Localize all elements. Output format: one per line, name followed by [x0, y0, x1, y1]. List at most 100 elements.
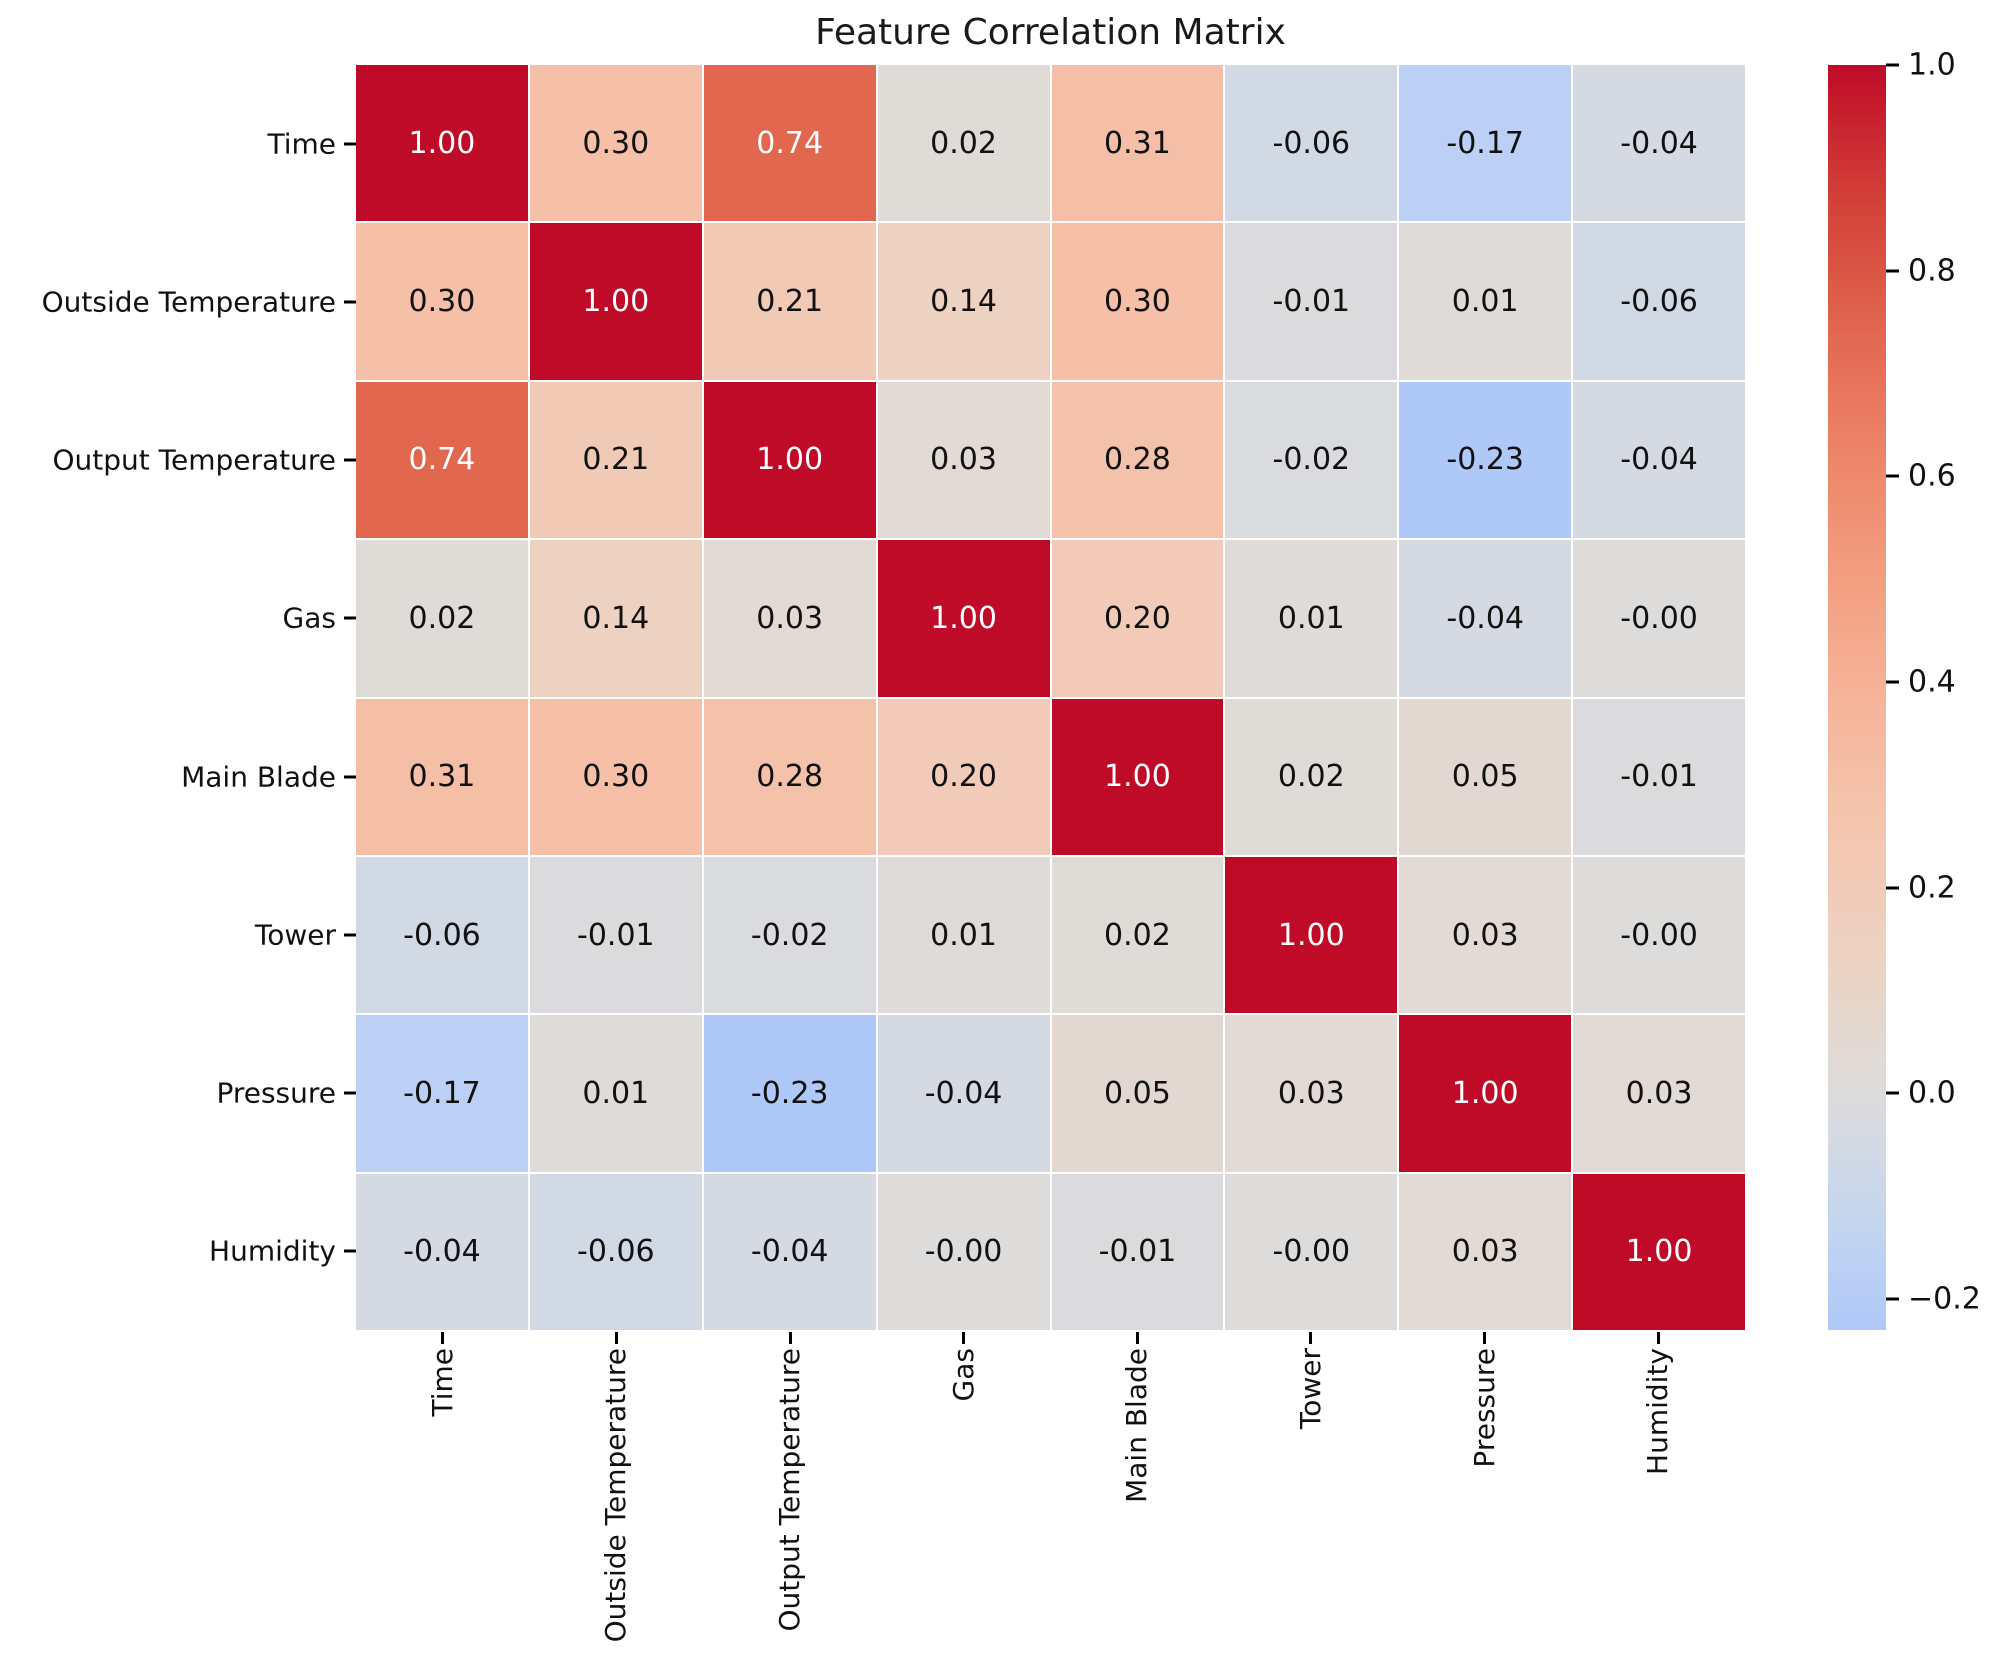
- heatmap-cell: -0.01: [1573, 698, 1745, 855]
- x-axis-label: Tower: [1293, 1348, 1327, 1430]
- y-axis-label: Outside Temperature: [41, 285, 336, 319]
- heatmap-cell: -0.17: [356, 1015, 528, 1172]
- heatmap-cell: 0.28: [703, 698, 876, 855]
- x-axis-label: Output Temperature: [773, 1348, 807, 1632]
- heatmap-cell: 0.02: [1225, 698, 1398, 855]
- y-axis-label: Output Temperature: [52, 443, 336, 477]
- heatmap-cell: 0.03: [1225, 1015, 1398, 1172]
- y-tick-mark: [344, 1249, 356, 1253]
- x-axis-label: Time: [425, 1348, 459, 1417]
- heatmap-cell: 0.01: [1225, 540, 1398, 697]
- y-tick-mark: [344, 142, 356, 146]
- heatmap-cell: 1.00: [529, 223, 702, 380]
- colorbar-tick-mark: [1886, 886, 1899, 890]
- heatmap-cell: 0.28: [1051, 381, 1224, 539]
- colorbar-tick-mark: [1886, 63, 1899, 67]
- y-tick-mark: [344, 775, 356, 779]
- y-axis-label: Humidity: [209, 1234, 336, 1268]
- heatmap-cell: -0.00: [1573, 856, 1745, 1014]
- y-axis-label: Main Blade: [181, 760, 336, 794]
- x-axis-label: Outside Temperature: [599, 1348, 633, 1643]
- heatmap-cell: 0.05: [1051, 1015, 1224, 1172]
- colorbar-tick-mark: [1886, 474, 1899, 478]
- y-axis-label: Time: [267, 127, 336, 161]
- x-tick-mark: [1656, 1332, 1660, 1344]
- y-tick-mark: [344, 616, 356, 620]
- heatmap-cell: 0.20: [877, 698, 1050, 855]
- heatmap-cell: 0.30: [1051, 223, 1224, 380]
- heatmap-cell: -0.04: [1573, 65, 1745, 222]
- heatmap-cell: -0.00: [1225, 1173, 1398, 1330]
- x-tick-mark: [614, 1332, 618, 1344]
- heatmap-cell: -0.04: [1399, 540, 1572, 697]
- heatmap-cell: 1.00: [356, 65, 528, 222]
- heatmap-cell: -0.00: [1573, 540, 1745, 697]
- heatmap-cell: 0.03: [877, 381, 1050, 539]
- heatmap-cell: -0.02: [1225, 381, 1398, 539]
- heatmap-cell: -0.01: [1051, 1173, 1224, 1330]
- x-tick-mark: [441, 1332, 445, 1344]
- heatmap-cell: 0.14: [877, 223, 1050, 380]
- heatmap-cell: -0.01: [1225, 223, 1398, 380]
- heatmap-cell: -0.02: [703, 856, 876, 1014]
- heatmap-cell: -0.01: [529, 856, 702, 1014]
- heatmap-cell: 0.30: [529, 65, 702, 222]
- heatmap-cell: 1.00: [877, 540, 1050, 697]
- heatmap-cell: 0.03: [1399, 856, 1572, 1014]
- heatmap-cell: 0.14: [529, 540, 702, 697]
- x-axis-label: Humidity: [1641, 1348, 1675, 1475]
- heatmap-cell: 0.03: [703, 540, 876, 697]
- heatmap-grid: 1.00 0.30 0.74 0.02 0.31 -0.06 -0.17 -0.04 0.30 1…: [356, 65, 1745, 1330]
- heatmap-cell: 0.20: [1051, 540, 1224, 697]
- x-axis-label: Gas: [946, 1348, 980, 1402]
- heatmap-cell: 0.30: [356, 223, 528, 380]
- colorbar-tick-label: 0.4: [1908, 664, 1956, 700]
- y-axis-label: Gas: [282, 601, 336, 635]
- heatmap-cell: -0.04: [1573, 381, 1745, 539]
- heatmap-cell: 0.01: [877, 856, 1050, 1014]
- y-tick-mark: [344, 458, 356, 462]
- colorbar-tick-label: 0.6: [1908, 458, 1956, 494]
- colorbar-tick-mark: [1886, 269, 1899, 273]
- y-tick-mark: [344, 933, 356, 937]
- heatmap-cell: 0.21: [529, 381, 702, 539]
- heatmap-cell: -0.06: [1225, 65, 1398, 222]
- colorbar-tick-label: 0.0: [1908, 1075, 1956, 1111]
- heatmap-cell: 0.02: [356, 540, 528, 697]
- heatmap-cell: 0.01: [529, 1015, 702, 1172]
- heatmap-cell: -0.23: [703, 1015, 876, 1172]
- heatmap-cell: 1.00: [1573, 1173, 1745, 1330]
- heatmap-cell: 0.74: [356, 381, 528, 539]
- heatmap-cell: 1.00: [1225, 856, 1398, 1014]
- colorbar-tick-label: −0.2: [1908, 1281, 1981, 1317]
- heatmap-cell: -0.04: [703, 1173, 876, 1330]
- colorbar-tick-mark: [1886, 680, 1899, 684]
- x-axis-label: Main Blade: [1120, 1348, 1154, 1503]
- colorbar-tick-label: 0.2: [1908, 870, 1956, 906]
- heatmap-cell: -0.00: [877, 1173, 1050, 1330]
- y-axis-label: Pressure: [216, 1076, 336, 1110]
- chart-title: Feature Correlation Matrix: [815, 12, 1286, 53]
- heatmap-cell: 0.01: [1399, 223, 1572, 380]
- y-tick-mark: [344, 300, 356, 304]
- heatmap-cell: 0.31: [1051, 65, 1224, 222]
- x-tick-mark: [1483, 1332, 1487, 1344]
- x-tick-mark: [1309, 1332, 1313, 1344]
- heatmap-cell: -0.06: [529, 1173, 702, 1330]
- heatmap-cell: 0.02: [877, 65, 1050, 222]
- colorbar-tick-mark: [1886, 1297, 1899, 1301]
- y-tick-mark: [344, 1091, 356, 1095]
- colorbar-tick-mark: [1886, 1091, 1899, 1095]
- heatmap-cell: -0.23: [1399, 381, 1572, 539]
- x-tick-mark: [1135, 1332, 1139, 1344]
- x-tick-mark: [788, 1332, 792, 1344]
- heatmap-cell: 0.03: [1399, 1173, 1572, 1330]
- heatmap-cell: 1.00: [1051, 698, 1224, 855]
- x-tick-mark: [962, 1332, 966, 1344]
- heatmap-cell: 1.00: [703, 381, 876, 539]
- y-axis-label: Tower: [254, 918, 336, 952]
- heatmap-cell: -0.17: [1399, 65, 1572, 222]
- heatmap-cell: 1.00: [1399, 1015, 1572, 1172]
- heatmap-cell: 0.74: [703, 65, 876, 222]
- heatmap-cell: -0.06: [356, 856, 528, 1014]
